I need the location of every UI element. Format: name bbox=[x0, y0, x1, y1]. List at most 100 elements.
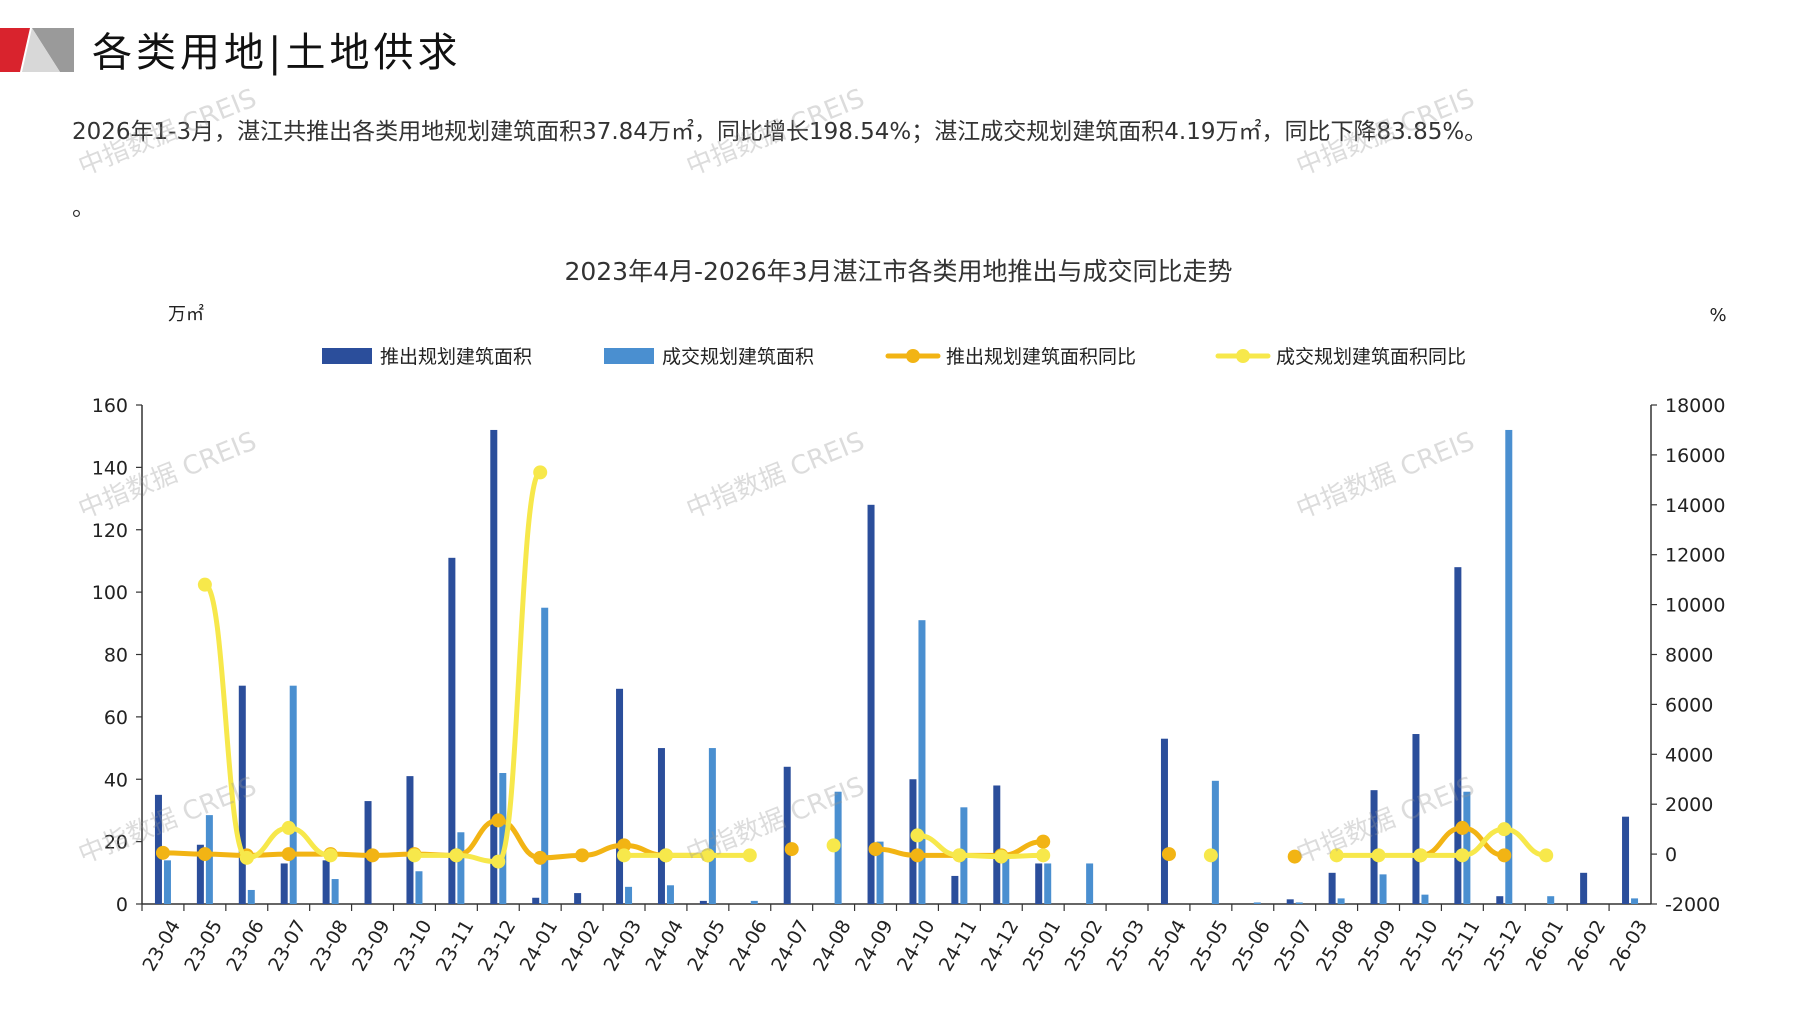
supply-yoy-point bbox=[1287, 849, 1302, 864]
y-left-tick-label: 100 bbox=[92, 582, 128, 604]
x-tick-label: 25-05 bbox=[1186, 916, 1233, 975]
deal-bar bbox=[457, 832, 465, 904]
y-left-tick-label: 160 bbox=[92, 395, 128, 417]
deal-bar bbox=[415, 871, 423, 904]
legend-supply-yoy-label: 推出规划建筑面积同比 bbox=[946, 346, 1136, 368]
deal-bar bbox=[205, 815, 213, 904]
y-right-tick-label: 2000 bbox=[1665, 794, 1713, 816]
deal-yoy-point bbox=[1413, 848, 1428, 863]
supply-yoy-point bbox=[1036, 834, 1051, 849]
deal-yoy-point bbox=[1203, 848, 1218, 863]
deal-yoy-point bbox=[407, 848, 422, 863]
x-tick-label: 23-12 bbox=[474, 916, 521, 975]
legend-deal-yoy-label: 成交规划建筑面积同比 bbox=[1276, 346, 1466, 368]
y-left-tick-label: 20 bbox=[104, 832, 128, 854]
brand-logo bbox=[0, 28, 74, 72]
supply-yoy-point bbox=[910, 848, 925, 863]
supply-bar bbox=[1580, 872, 1588, 904]
deal-yoy-point bbox=[491, 854, 506, 869]
supply-yoy-point bbox=[155, 845, 170, 860]
y-right-axis-unit: % bbox=[1709, 305, 1726, 326]
x-tick-label: 25-08 bbox=[1312, 916, 1359, 975]
supply-yoy-point bbox=[281, 847, 296, 862]
deal-yoy-point bbox=[1371, 848, 1386, 863]
deal-bar bbox=[289, 685, 297, 904]
x-tick-label: 26-03 bbox=[1605, 916, 1652, 975]
supply-bar bbox=[1370, 790, 1378, 904]
y-right-tick-label: 10000 bbox=[1665, 595, 1725, 617]
deal-yoy-point bbox=[1455, 848, 1470, 863]
y-right-tick-label: -2000 bbox=[1665, 894, 1720, 916]
deal-yoy-point bbox=[1539, 848, 1554, 863]
y-left-tick-label: 140 bbox=[92, 457, 128, 479]
deal-bar bbox=[1505, 429, 1513, 904]
deal-yoy-point bbox=[197, 577, 212, 592]
y-right-tick-label: 14000 bbox=[1665, 495, 1725, 517]
deal-yoy-line bbox=[914, 832, 1046, 860]
summary-text: 2026年1-3月，湛江共推出各类用地规划建筑面积37.84万㎡，同比增长198… bbox=[72, 119, 1488, 145]
supply-bar bbox=[1328, 872, 1336, 904]
deal-bar bbox=[666, 885, 674, 904]
deal-bar bbox=[1211, 780, 1219, 904]
chart-title: 2023年4月-2026年3月湛江市各类用地推出与成交同比走势 bbox=[564, 257, 1233, 286]
deal-bar bbox=[541, 607, 549, 904]
supply-bar bbox=[196, 844, 204, 904]
deal-bar bbox=[499, 773, 507, 904]
supply-bar bbox=[1622, 816, 1630, 904]
x-tick-label: 25-12 bbox=[1480, 916, 1527, 975]
x-tick-label: 25-01 bbox=[1019, 916, 1066, 975]
supply-bar bbox=[1496, 896, 1504, 904]
x-tick-label: 23-04 bbox=[138, 916, 185, 975]
deal-yoy-point bbox=[239, 850, 254, 865]
supply-bar bbox=[406, 776, 414, 904]
x-tick-label: 23-08 bbox=[306, 916, 353, 975]
deal-yoy-point bbox=[617, 848, 632, 863]
x-tick-label: 24-01 bbox=[516, 916, 563, 975]
supply-bar bbox=[238, 685, 246, 904]
x-tick-label: 25-09 bbox=[1354, 916, 1401, 975]
y-right-tick-label: 0 bbox=[1665, 844, 1677, 866]
x-tick-label: 25-04 bbox=[1144, 916, 1191, 975]
y-right-tick-label: 18000 bbox=[1665, 395, 1725, 417]
x-tick-label: 26-01 bbox=[1522, 916, 1569, 975]
x-tick-label: 23-05 bbox=[180, 916, 227, 975]
summary-tail: 。 bbox=[72, 195, 95, 221]
deal-bar bbox=[708, 748, 716, 904]
legend-supply-bar-label: 推出规划建筑面积 bbox=[380, 346, 532, 368]
x-tick-label: 23-07 bbox=[264, 916, 311, 975]
supply-bar bbox=[616, 688, 624, 904]
supply-bar bbox=[867, 504, 875, 904]
supply-yoy-point bbox=[1455, 820, 1470, 835]
y-left-tick-label: 40 bbox=[104, 769, 128, 791]
supply-yoy-point bbox=[365, 848, 380, 863]
deal-bar bbox=[1002, 857, 1010, 904]
supply-bar bbox=[699, 900, 707, 904]
supply-bar bbox=[909, 779, 917, 904]
logo-gray-shape bbox=[32, 28, 74, 72]
x-tick-label: 23-09 bbox=[348, 916, 395, 975]
supply-bar bbox=[1286, 899, 1294, 904]
deal-bar bbox=[1547, 896, 1555, 904]
supply-bar bbox=[490, 429, 498, 904]
supply-bar bbox=[574, 893, 582, 904]
x-tick-label: 26-02 bbox=[1564, 916, 1611, 975]
supply-yoy-point bbox=[784, 842, 799, 857]
x-tick-label: 25-03 bbox=[1102, 916, 1149, 975]
x-tick-label: 24-03 bbox=[599, 916, 646, 975]
logo-light-shape bbox=[22, 28, 60, 72]
deal-bar bbox=[1421, 894, 1429, 904]
supply-bar bbox=[657, 748, 665, 904]
deal-yoy-point bbox=[700, 848, 715, 863]
supply-bar bbox=[280, 863, 288, 904]
supply-yoy-point bbox=[868, 842, 883, 857]
legend-deal-bar-swatch bbox=[604, 348, 654, 364]
deal-yoy-point bbox=[1497, 822, 1512, 837]
deal-bar bbox=[1337, 898, 1345, 904]
logo-red-shape bbox=[0, 28, 30, 72]
x-tick-label: 24-10 bbox=[893, 916, 940, 975]
supply-yoy-point bbox=[575, 848, 590, 863]
deal-bar bbox=[331, 879, 339, 904]
x-tick-label: 24-04 bbox=[641, 916, 688, 975]
y-right-tick-label: 6000 bbox=[1665, 694, 1713, 716]
